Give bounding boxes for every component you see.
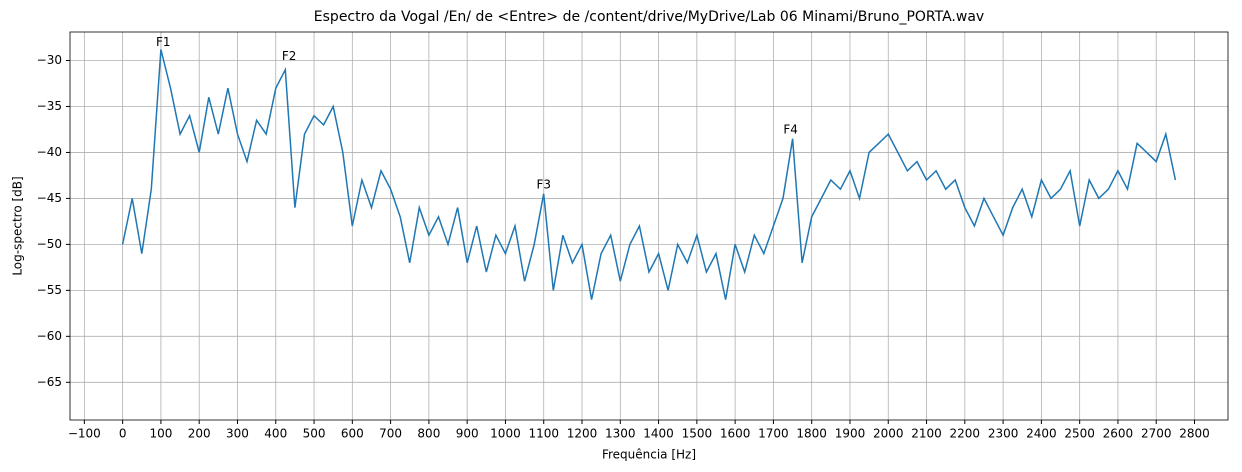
x-tick-label: 2500	[1064, 427, 1095, 441]
x-tick-label: 2100	[911, 427, 942, 441]
x-tick-label: 600	[341, 427, 364, 441]
x-tick-label: 2600	[1103, 427, 1134, 441]
x-tick-label: 300	[226, 427, 249, 441]
y-tick-label: −65	[37, 375, 62, 389]
y-tick-label: −60	[37, 329, 62, 343]
x-tick-label: 500	[303, 427, 326, 441]
x-axis-label: Frequência [Hz]	[602, 448, 696, 462]
x-tick-label: 2400	[1026, 427, 1057, 441]
y-tick-label: −40	[37, 145, 62, 159]
y-tick-label: −45	[37, 191, 62, 205]
x-tick-label: 0	[119, 427, 127, 441]
x-tick-label: 1500	[682, 427, 713, 441]
x-tick-label: 2300	[988, 427, 1019, 441]
x-tick-label: 1100	[528, 427, 559, 441]
x-tick-label: 900	[456, 427, 479, 441]
y-tick-label: −55	[37, 283, 62, 297]
x-tick-label: 2800	[1179, 427, 1210, 441]
x-tick-label: 2200	[950, 427, 981, 441]
x-tick-label: −100	[68, 427, 101, 441]
y-tick-label: −35	[37, 99, 62, 113]
annotation: F4	[783, 123, 798, 137]
y-axis-label: Log-spectro [dB]	[11, 176, 25, 275]
annotation: F3	[536, 178, 551, 192]
x-tick-label: 800	[417, 427, 440, 441]
x-tick-label: 1000	[490, 427, 521, 441]
x-tick-label: 1600	[720, 427, 751, 441]
x-tick-label: 1300	[605, 427, 636, 441]
x-tick-label: 1200	[567, 427, 598, 441]
chart-title: Espectro da Vogal /En/ de <Entre> de /co…	[314, 9, 984, 25]
annotation: F1	[156, 35, 171, 49]
x-tick-label: 1400	[643, 427, 674, 441]
plot-frame	[69, 31, 1229, 421]
x-tick-label: 2700	[1141, 427, 1172, 441]
y-tick-label: −30	[37, 53, 62, 67]
x-tick-label: 1800	[796, 427, 827, 441]
x-tick-label: 2000	[873, 427, 904, 441]
x-tick-label: 200	[188, 427, 211, 441]
x-tick-label: 400	[264, 427, 287, 441]
y-tick-label: −50	[37, 237, 62, 251]
x-tick-label: 1700	[758, 427, 789, 441]
x-tick-label: 100	[149, 427, 172, 441]
annotation: F2	[282, 49, 297, 63]
x-tick-label: 700	[379, 427, 402, 441]
x-tick-label: 1900	[835, 427, 866, 441]
spectrum-line	[121, 49, 1177, 300]
